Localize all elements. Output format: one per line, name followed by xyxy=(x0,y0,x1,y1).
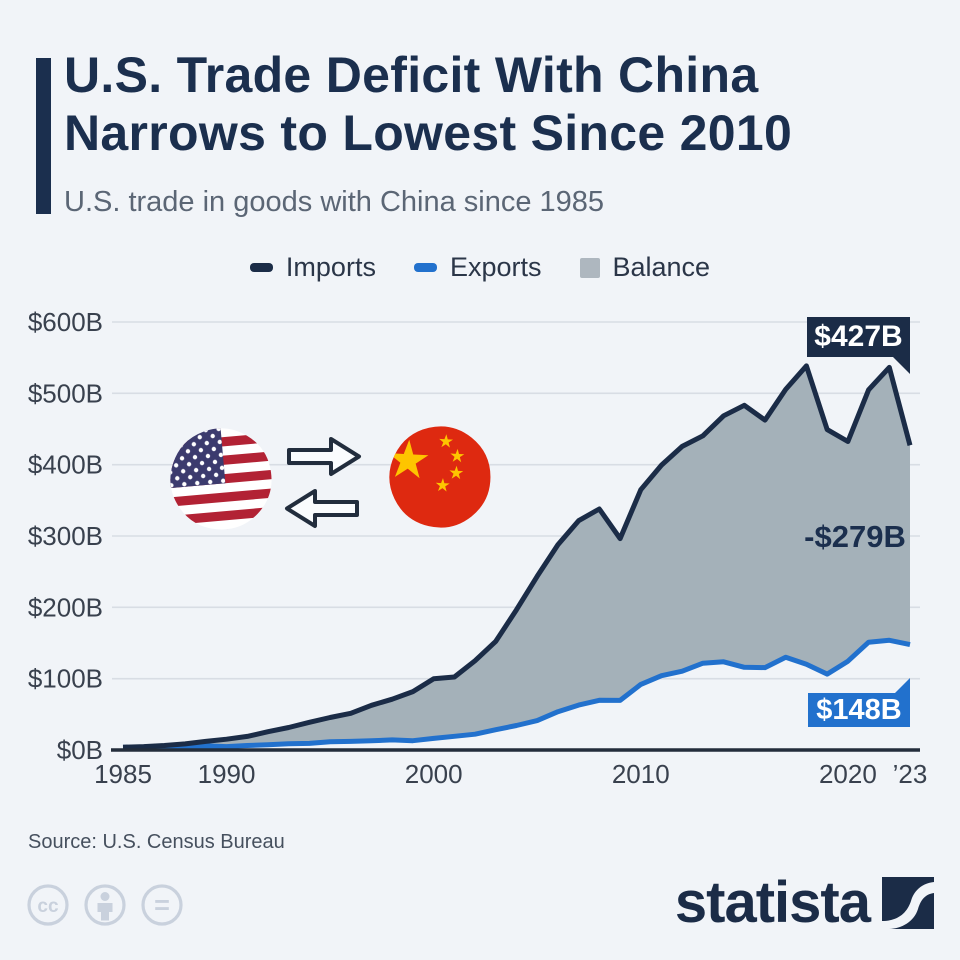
y-tick-label: $500B xyxy=(28,378,103,408)
balance-value-label: -$279B xyxy=(804,519,906,554)
svg-text:★: ★ xyxy=(383,430,433,490)
source-text: Source: U.S. Census Bureau xyxy=(28,831,285,853)
legend-label-exports: Exports xyxy=(449,252,542,282)
balance-legend-marker xyxy=(579,257,600,278)
legend-item-balance: Balance xyxy=(579,252,711,283)
x-tick-label: 2000 xyxy=(405,759,463,789)
x-tick-label: 2010 xyxy=(612,759,670,789)
svg-text:★: ★ xyxy=(434,475,451,496)
page-subtitle: U.S. trade in goods with China since 198… xyxy=(64,186,605,218)
legend-label-imports: Imports xyxy=(285,252,376,282)
exports-value-badge: $148B xyxy=(808,678,910,727)
y-tick-label: $600B xyxy=(28,307,103,337)
legend-item-exports: Exports xyxy=(413,252,542,283)
exports-line xyxy=(122,637,911,751)
chart-legend: Imports Exports Balance xyxy=(0,252,960,283)
page-title: U.S. Trade Deficit With China Narrows to… xyxy=(64,46,944,162)
x-tick-label: 2020 xyxy=(819,759,877,789)
title-line-2: Narrows to Lowest Since 2010 xyxy=(64,105,793,161)
y-tick-label: $0B xyxy=(57,735,103,765)
svg-text:★: ★ xyxy=(437,431,454,452)
cc-nd-icon xyxy=(141,884,183,926)
imports-value-badge: $427B xyxy=(807,317,910,374)
trade-arrow-right-icon xyxy=(287,437,361,476)
cc-license-icons[interactable]: cc = xyxy=(26,882,196,928)
china-flag-icon: ★ ★ ★ ★ ★ xyxy=(383,423,494,531)
us-flag-icon xyxy=(166,424,276,534)
svg-text:cc: cc xyxy=(37,896,59,917)
balance-area xyxy=(123,365,910,748)
title-accent-bar xyxy=(36,58,51,214)
svg-text:★: ★ xyxy=(449,445,466,466)
exports-legend-marker xyxy=(413,263,437,272)
statista-mark-icon xyxy=(882,877,934,929)
svg-text:=: = xyxy=(154,890,170,920)
trade-arrow-left-icon xyxy=(285,489,359,528)
statista-logo[interactable]: statista xyxy=(675,874,934,932)
statista-wordmark: statista xyxy=(674,870,871,935)
svg-text:★: ★ xyxy=(448,462,465,483)
y-tick-label: $200B xyxy=(28,592,103,622)
cc-icon xyxy=(27,884,69,926)
y-tick-label: $400B xyxy=(28,450,103,480)
x-tick-label: 1990 xyxy=(198,759,256,789)
imports-legend-marker xyxy=(249,263,273,272)
y-tick-label: $300B xyxy=(28,521,103,551)
title-line-1: U.S. Trade Deficit With China xyxy=(64,47,759,103)
imports-line xyxy=(122,363,913,750)
y-tick-label: $100B xyxy=(28,664,103,694)
cc-by-icon xyxy=(84,884,126,926)
x-tick-label: ’23 xyxy=(893,759,928,789)
legend-label-balance: Balance xyxy=(612,252,711,282)
x-tick-label: 1985 xyxy=(94,759,152,789)
legend-item-imports: Imports xyxy=(249,252,376,283)
flags-decoration: ★ ★ ★ ★ ★ xyxy=(166,423,494,534)
